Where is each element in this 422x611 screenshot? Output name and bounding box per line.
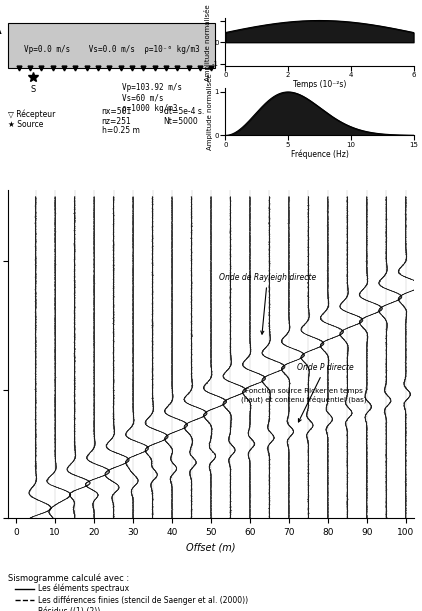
Text: Onde de Rayleigh directe: Onde de Rayleigh directe [219, 273, 316, 334]
X-axis label: Temps (10⁻²s): Temps (10⁻²s) [293, 80, 346, 89]
Text: Sismogramme calculé avec :: Sismogramme calculé avec : [8, 573, 130, 582]
Y-axis label: Amplitude normalisée: Amplitude normalisée [204, 4, 211, 81]
Text: Nt=5000: Nt=5000 [164, 117, 198, 126]
Text: ▽ Récepteur: ▽ Récepteur [8, 109, 56, 119]
Text: Vp=103.92 m/s
Vs=60 m/s
ρ=1000 kg/m3: Vp=103.92 m/s Vs=60 m/s ρ=1000 kg/m3 [122, 83, 182, 113]
Text: A: A [0, 24, 2, 37]
Text: nz=251: nz=251 [102, 117, 131, 126]
X-axis label: Fréquence (Hz): Fréquence (Hz) [290, 149, 349, 158]
Text: Fonction source Ricker en temps
(haut) et contenu fréquentiel (bas): Fonction source Ricker en temps (haut) e… [241, 388, 367, 403]
Text: S: S [31, 85, 36, 94]
X-axis label: Offset (m): Offset (m) [186, 543, 236, 552]
Text: nx=501: nx=501 [102, 108, 132, 117]
Text: Vp=0.0 m/s    Vs=0.0 m/s  ρ=10⁻⁶ kg/m3: Vp=0.0 m/s Vs=0.0 m/s ρ=10⁻⁶ kg/m3 [24, 45, 200, 54]
Text: Onde P directe: Onde P directe [297, 364, 354, 422]
Text: ★ Source: ★ Source [8, 120, 44, 130]
Text: h=0.25 m: h=0.25 m [102, 126, 140, 135]
Y-axis label: Amplitude normalisée: Amplitude normalisée [206, 73, 213, 150]
Legend: Les éléments spectraux, Les différences finies (stencil de Saenger et al. (2000): Les éléments spectraux, Les différences … [12, 580, 252, 611]
Bar [8, 23, 216, 67]
Text: dt=5e-4 s.: dt=5e-4 s. [164, 108, 204, 117]
